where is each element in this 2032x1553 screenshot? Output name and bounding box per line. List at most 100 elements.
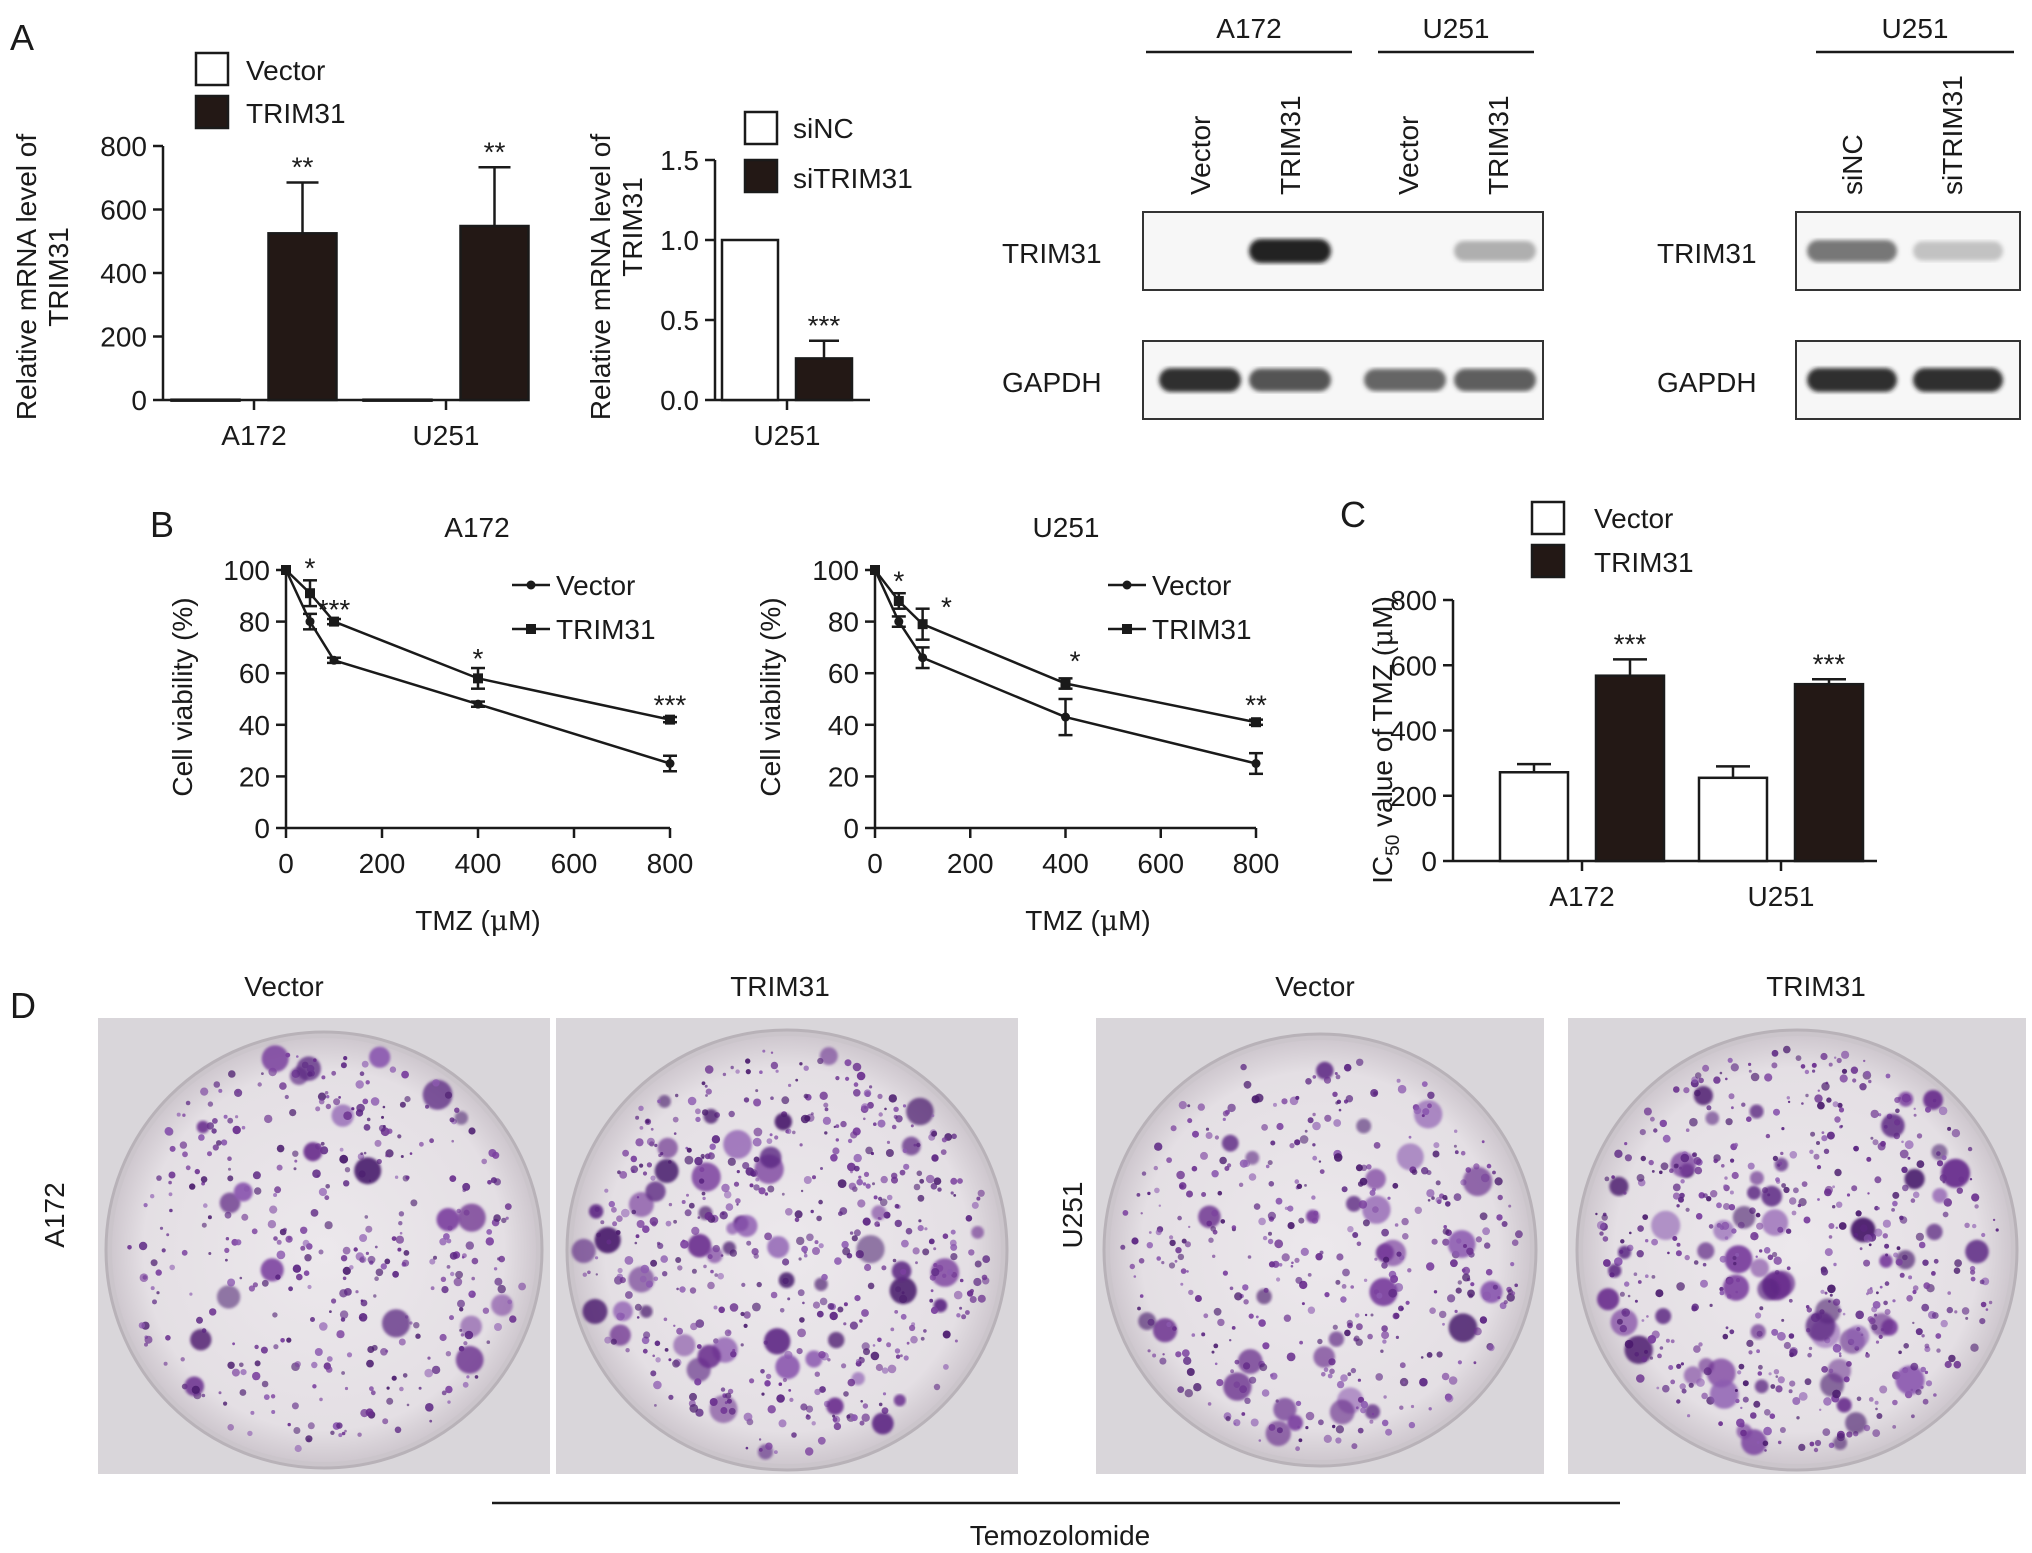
colony [1698,1358,1714,1374]
colony [325,1103,332,1110]
colony [1283,1314,1292,1322]
colony [756,1281,762,1288]
colony [1433,1142,1440,1149]
colony [1369,1419,1374,1424]
colony [155,1269,162,1276]
colony [481,1158,488,1165]
colony [1719,1290,1725,1296]
colony [701,1191,706,1196]
colony [397,1134,402,1139]
colony [398,1338,406,1346]
y-tick-label: 0 [1421,846,1437,877]
colony [1804,1069,1810,1075]
colony [1885,1073,1891,1079]
y-tick-label: 600 [1390,650,1437,681]
colony [1381,1331,1390,1340]
colony [492,1151,500,1159]
colony [494,1323,502,1331]
colony [292,1264,302,1273]
colony [1295,1276,1303,1284]
colony [884,1107,887,1111]
colony [1689,1117,1698,1127]
colony [1884,1308,1891,1315]
panel-label-b: B [150,504,174,545]
colony [1730,1158,1735,1163]
colony [905,1227,913,1235]
colony [1771,1049,1779,1057]
colony [1951,1129,1961,1138]
colony [375,1268,384,1277]
colony [950,1177,958,1185]
colony [460,1315,482,1338]
colony [1789,1380,1796,1387]
colony [1473,1163,1480,1170]
colony [232,1342,236,1346]
colony [925,1174,935,1184]
colony [653,1276,659,1282]
colony [701,1081,706,1086]
colony [1301,1302,1305,1306]
colony [657,1099,661,1104]
colony [1650,1116,1655,1122]
colony [138,1322,146,1329]
colony [1333,1153,1343,1162]
band-trim31-lane-4 [1454,240,1536,262]
colony [832,1414,836,1418]
y-tick-label: 40 [239,710,270,741]
colony [455,1345,484,1374]
colony [1705,1111,1720,1125]
colony [353,1247,358,1252]
colony [1910,1362,1919,1371]
colony [1812,1069,1816,1073]
colony [1140,1212,1143,1215]
colony [1738,1363,1745,1370]
colony [1729,1329,1735,1335]
colony [486,1340,491,1344]
colony [1988,1300,1993,1305]
colony [940,1149,947,1155]
colony [474,1375,479,1379]
colony [596,1232,601,1238]
colony [873,1195,878,1200]
colony [1816,1165,1822,1170]
colony [1824,1188,1832,1197]
colony [957,1178,963,1184]
colony [1954,1310,1958,1314]
colony [1184,1241,1191,1248]
colony [1870,1136,1874,1140]
colony [235,1239,242,1246]
band-trim31-lane-2 [1913,241,2003,261]
colony [1770,1384,1776,1389]
colony [682,1239,685,1243]
colony [1719,1255,1727,1263]
colony [853,1229,861,1237]
colony [1913,1113,1917,1117]
colony [778,1382,783,1386]
significance-label: *** [808,310,841,341]
colony [152,1299,157,1305]
colony [342,1266,351,1275]
colony [705,1088,712,1095]
colony [1728,1204,1736,1211]
colony [877,1119,886,1128]
colony [1876,1291,1879,1295]
dish-a172-trim31 [556,1018,1018,1474]
colony [296,1055,299,1058]
colony [485,1237,494,1246]
colony [1355,1338,1363,1346]
colony [1455,1287,1462,1294]
colony [1276,1277,1281,1282]
colony [871,1412,894,1435]
colony [973,1277,982,1287]
colony [1809,1441,1815,1447]
colony [971,1201,979,1209]
colony [619,1277,626,1284]
colony [853,1153,862,1163]
colony [1470,1282,1475,1287]
colony [719,1211,728,1220]
colony [218,1391,222,1395]
colony [1700,1279,1708,1288]
colony [1970,1276,1976,1282]
colony [856,1235,885,1264]
colony [1414,1206,1423,1215]
